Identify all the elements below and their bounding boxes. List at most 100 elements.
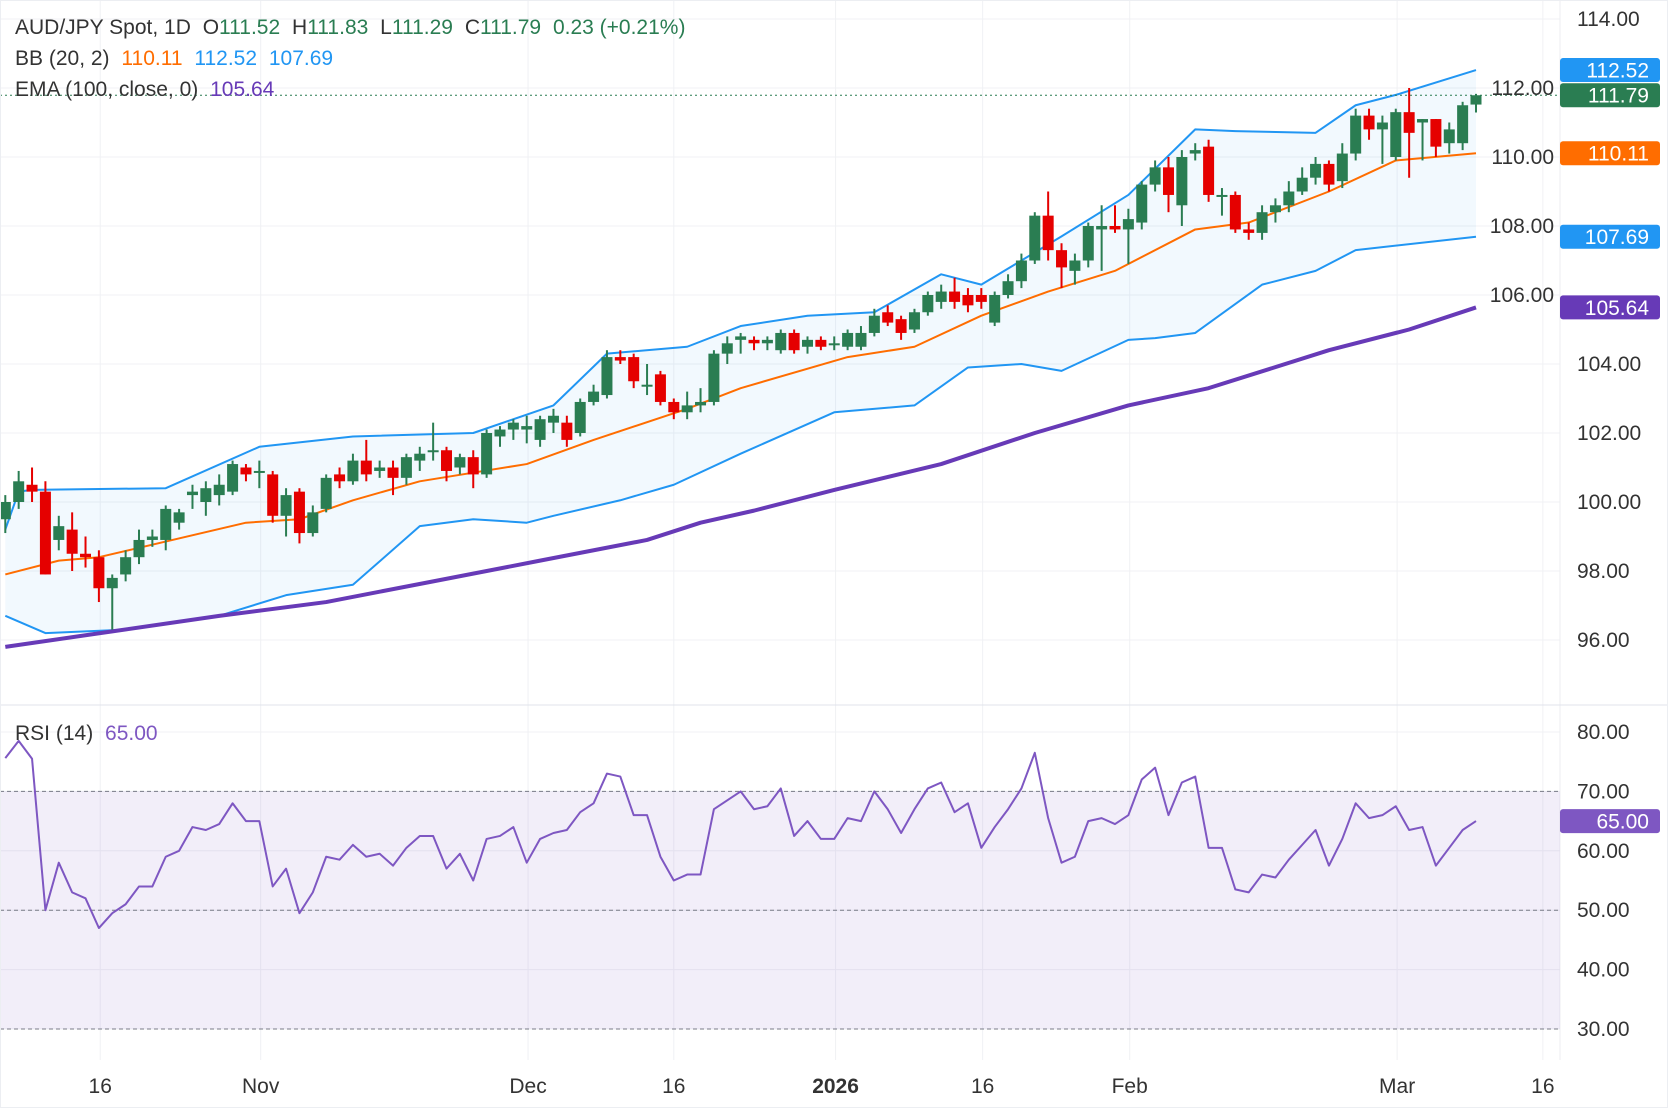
candle-body — [574, 401, 586, 433]
candle-body — [1216, 194, 1228, 197]
candle-up — [842, 329, 854, 351]
ema-value: 105.64 — [210, 78, 275, 101]
candle-body — [815, 339, 827, 347]
candle-body — [842, 332, 854, 347]
symbol-title: AUD/JPY Spot, 1D — [15, 16, 191, 39]
candle-body — [628, 357, 640, 382]
candle-down — [334, 467, 346, 489]
candle-body — [1243, 229, 1255, 233]
time-axis-label: 16 — [662, 1075, 685, 1098]
candle-up — [908, 308, 920, 333]
candle-up — [53, 515, 65, 551]
candle-up — [1002, 274, 1014, 299]
candle-down — [668, 398, 680, 420]
candle-up — [935, 284, 947, 309]
candle-body — [695, 401, 707, 406]
candle-body — [721, 343, 733, 354]
candle-body — [106, 577, 118, 589]
candle-body — [374, 467, 386, 471]
change-value: 0.23 (+0.21%) — [552, 16, 686, 39]
candle-up — [414, 446, 426, 471]
candle-up — [1189, 143, 1201, 161]
candle-down — [1323, 160, 1335, 192]
candle-body — [1390, 112, 1402, 157]
bb-upper-value: 112.52 — [194, 47, 258, 70]
candle-up — [347, 453, 359, 485]
candle-up — [1136, 181, 1148, 230]
candle-body — [1430, 119, 1442, 147]
candle-body — [146, 536, 158, 540]
rsi-value-badge-text: 65.00 — [1596, 811, 1649, 834]
candle-up — [855, 326, 867, 351]
price-label-badge — [1560, 141, 1660, 166]
candle-up — [120, 550, 132, 582]
bb-lower-value: 107.69 — [268, 47, 334, 70]
candle-up — [1417, 119, 1429, 161]
candle-down — [882, 305, 894, 327]
high-label: H — [292, 16, 308, 39]
candle-body — [133, 539, 145, 558]
candle-body — [975, 295, 987, 302]
candle-up — [133, 529, 145, 565]
candle-body — [855, 332, 867, 347]
candle-body — [588, 391, 600, 402]
candle-up — [989, 291, 1001, 327]
candle-up — [0, 495, 11, 534]
candle-body — [454, 457, 466, 468]
candle-down — [815, 336, 827, 351]
candle-up — [173, 508, 185, 530]
candle-down — [39, 481, 51, 575]
candle-body — [200, 488, 212, 502]
price-tick-label: 106.00 — [1490, 284, 1554, 307]
candle-body — [1229, 194, 1241, 230]
candle-body — [788, 332, 800, 351]
candle-body — [360, 460, 372, 475]
candle-body — [1310, 163, 1322, 178]
candle-body — [39, 491, 51, 575]
price-tick-label: 96.00 — [1577, 629, 1630, 652]
candle-up — [1069, 253, 1081, 285]
candle-body — [1056, 250, 1068, 268]
candle-down — [975, 288, 987, 309]
candle-up — [708, 350, 720, 406]
high-value: 111.83 — [307, 16, 369, 39]
rsi-tick-label: 70.00 — [1577, 780, 1630, 803]
candle-down — [66, 512, 78, 571]
price-label-badge — [1560, 224, 1660, 249]
candle-up — [454, 453, 466, 475]
candle-body — [1323, 163, 1335, 185]
candle-down — [1056, 243, 1068, 289]
candle-down — [360, 439, 372, 482]
candle-body — [80, 553, 92, 558]
price-label-text: 111.79 — [1588, 85, 1649, 108]
candle-up — [1457, 101, 1469, 151]
candle-up — [1350, 108, 1362, 161]
candle-body — [1470, 95, 1482, 105]
candle-down — [293, 488, 305, 544]
candle-body — [66, 529, 78, 554]
ema-legend: EMA (100, close, 0) 105.64 — [15, 78, 280, 102]
candle-body — [922, 295, 934, 313]
bb-lower-line — [4, 235, 1477, 635]
candle-down — [26, 467, 38, 502]
candle-up — [1149, 160, 1161, 192]
candle-body — [681, 405, 693, 413]
bb-upper-line — [4, 69, 1477, 530]
price-label-text: 110.11 — [1588, 143, 1649, 166]
rsi-line — [4, 739, 1477, 930]
time-axis-label: 16 — [971, 1075, 994, 1098]
candle-up — [1256, 205, 1268, 240]
bb-legend: BB (20, 2) 110.11 112.52 107.69 — [15, 47, 339, 71]
candle-down — [387, 460, 399, 496]
candle-body — [521, 426, 533, 430]
ohlc-low: L111.29 — [380, 16, 453, 39]
candle-up — [160, 505, 172, 551]
candle-up — [601, 350, 613, 399]
candle-up — [1470, 93, 1482, 113]
candle-up — [1082, 222, 1094, 268]
candle-up — [802, 336, 813, 354]
candle-down — [1229, 191, 1241, 233]
candle-down — [93, 550, 105, 603]
candle-body — [775, 332, 787, 351]
